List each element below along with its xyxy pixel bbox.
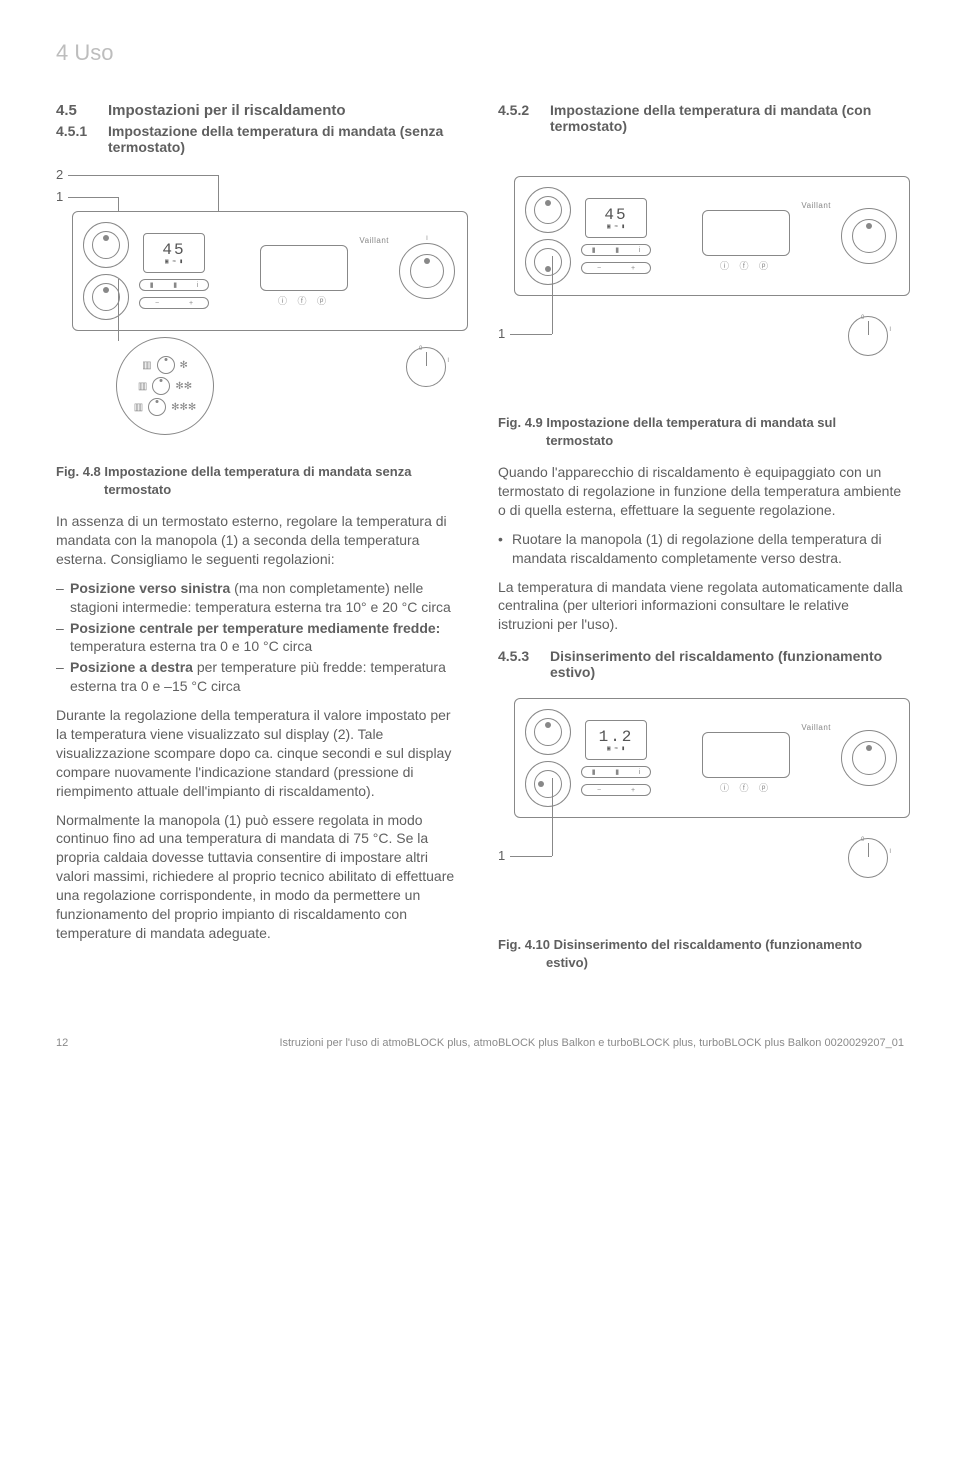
subsection-title: Impostazione della temperatura di mandat… [550, 102, 904, 134]
subsection-title: Disinserimento del riscaldamento (funzio… [550, 648, 904, 680]
hot-water-knob [525, 709, 571, 755]
lcd-display: 45 ▣ ≈ ▮ [143, 233, 205, 273]
subsection-title: Impostazione della temperatura di mandat… [108, 123, 462, 155]
power-dial-detail: 0 I [848, 316, 888, 356]
timer-screen [260, 245, 348, 291]
button-strip-bottom: −+ [139, 297, 209, 309]
left-column: 4.5 Impostazioni per il riscaldamento 4.… [56, 102, 462, 985]
heating-knob [83, 274, 129, 320]
heating-knob [525, 239, 571, 285]
fig-4-8-caption: Fig. 4.8 Impostazione della temperatura … [56, 463, 462, 498]
lcd-display: 1.2 ▣ ≈ ▮ [585, 720, 647, 760]
brand-label: Vaillant [359, 236, 389, 245]
heating-knob [525, 761, 571, 807]
lcd-icons: ▣ ≈ ▮ [165, 259, 183, 265]
tiny-knob-icon [157, 356, 175, 374]
button-strip-top: ▮▮i [139, 279, 209, 291]
power-dial-detail: 0 I [406, 347, 446, 387]
list-item: Ruotare la manopola (1) di regolazione d… [498, 530, 904, 568]
heating-knob-detail: ▥✻ ▥✻✻ ▥✻✻✻ [116, 337, 214, 435]
right-column: 4.5.2 Impostazione della temperatura di … [498, 102, 904, 985]
timer-screen [702, 732, 790, 778]
callout-2-label: 2 [56, 167, 63, 182]
lcd-display: 45 ▣ ≈ ▮ [585, 198, 647, 238]
callout-1-label: 1 [498, 848, 505, 863]
fig-4-10-caption: Fig. 4.10 Disinserimento del riscaldamen… [498, 936, 904, 971]
callout-1-label: 1 [56, 189, 63, 204]
fig-4-9-caption: Fig. 4.9 Impostazione della temperatura … [498, 414, 904, 449]
power-dial-detail: 0 I [848, 838, 888, 878]
main-power-knob [841, 730, 897, 786]
hot-water-knob [83, 222, 129, 268]
doc-id: Istruzioni per l'uso di atmoBLOCK plus, … [279, 1037, 904, 1049]
section-4-5: 4.5 Impostazioni per il riscaldamento [56, 102, 462, 119]
para-intro: In assenza di un termostato esterno, reg… [56, 512, 462, 569]
timer-screen [702, 210, 790, 256]
section-title: Impostazioni per il riscaldamento [108, 102, 346, 119]
lcd-value: 1.2 [599, 728, 634, 746]
snowflake-icon: ✻ [180, 360, 188, 371]
para-knob-range: Normalmente la manopola (1) può essere r… [56, 811, 462, 943]
settings-list: Posizione verso sinistra (ma non complet… [56, 579, 462, 696]
radiator-icon: ▥ [142, 360, 151, 371]
running-head: 4 Uso [56, 40, 904, 66]
brand-label: Vaillant [801, 723, 831, 732]
subsection-num: 4.5.1 [56, 123, 108, 155]
list-item: Posizione centrale per temperature media… [56, 619, 462, 657]
thermostat-action-list: Ruotare la manopola (1) di regolazione d… [498, 530, 904, 568]
subsection-num: 4.5.2 [498, 102, 550, 134]
subsection-4-5-1: 4.5.1 Impostazione della temperatura di … [56, 123, 462, 155]
page-number: 12 [56, 1037, 68, 1049]
figure-4-10: 1.2 ▣ ≈ ▮ ▮▮i −+ Vaillant ⓘ ⓕ ⓟ [498, 698, 904, 930]
figure-4-9: 45 ▣ ≈ ▮ ▮▮i −+ Vaillant ⓘ ⓕ ⓟ [498, 176, 904, 408]
info-icons: ⓘ ⓕ ⓟ [278, 294, 330, 307]
para-auto-regulation: La temperatura di mandata viene regolata… [498, 578, 904, 635]
callout-1-label: 1 [498, 326, 505, 341]
brand-label: Vaillant [801, 201, 831, 210]
subsection-4-5-3: 4.5.3 Disinserimento del riscaldamento (… [498, 648, 904, 680]
list-item: Posizione verso sinistra (ma non complet… [56, 579, 462, 617]
lcd-value: 45 [162, 241, 185, 259]
para-thermostat-intro: Quando l'apparecchio di riscaldamento è … [498, 463, 904, 520]
lcd-value: 45 [604, 206, 627, 224]
main-power-knob [841, 208, 897, 264]
hot-water-knob [525, 187, 571, 233]
subsection-4-5-2: 4.5.2 Impostazione della temperatura di … [498, 102, 904, 134]
section-num: 4.5 [56, 102, 108, 119]
subsection-num: 4.5.3 [498, 648, 550, 680]
main-power-knob: I [399, 243, 455, 299]
list-item: Posizione a destra per temperature più f… [56, 658, 462, 696]
figure-4-8: 2 1 45 [56, 167, 462, 457]
para-display: Durante la regolazione della temperatura… [56, 706, 462, 800]
page-footer: 12 Istruzioni per l'uso di atmoBLOCK plu… [56, 1037, 904, 1049]
